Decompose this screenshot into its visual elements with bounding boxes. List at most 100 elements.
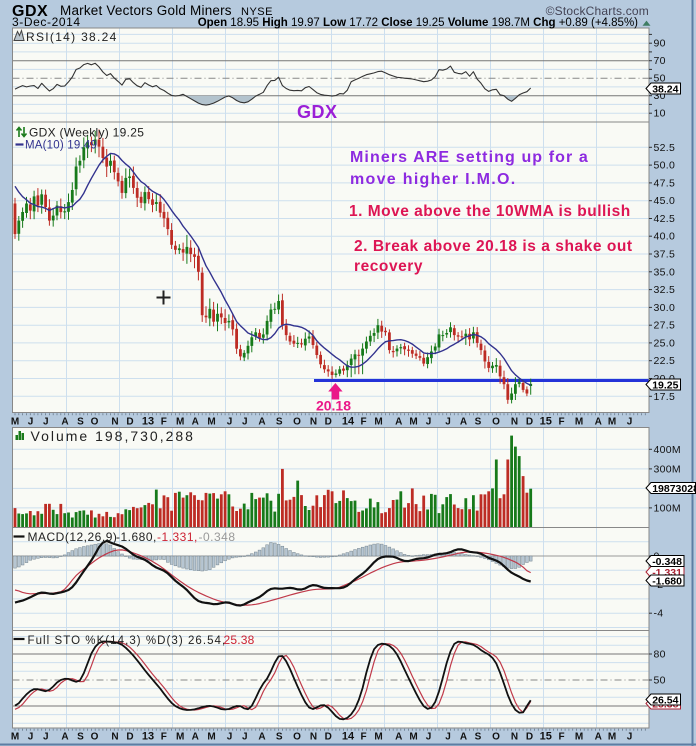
svg-text:300M: 300M — [654, 463, 681, 475]
svg-text:J: J — [242, 732, 248, 743]
svg-text:J: J — [227, 732, 233, 743]
svg-text:25.38: 25.38 — [224, 633, 255, 647]
svg-text:M: M — [608, 417, 616, 428]
svg-text:M: M — [409, 417, 417, 428]
svg-text:D: D — [325, 417, 332, 428]
svg-text:J: J — [445, 417, 451, 428]
svg-text:O: O — [492, 417, 500, 428]
svg-text:F: F — [161, 417, 167, 428]
svg-text:N: N — [310, 732, 317, 743]
svg-text:15: 15 — [540, 731, 552, 743]
svg-text:O: O — [91, 732, 99, 743]
svg-text:MACD(12,26,9): MACD(12,26,9) — [28, 530, 118, 544]
svg-text:M: M — [575, 417, 583, 428]
svg-text:-1.680: -1.680 — [652, 575, 682, 587]
svg-text:M: M — [608, 732, 616, 743]
svg-text:M: M — [575, 732, 583, 743]
svg-text:A: A — [258, 417, 265, 428]
svg-text:A: A — [192, 732, 199, 743]
svg-text:25.0: 25.0 — [654, 337, 676, 349]
svg-text:J: J — [627, 417, 633, 428]
svg-text:37.5: 37.5 — [654, 249, 676, 261]
svg-text:F: F — [558, 732, 564, 743]
svg-text:A: A — [595, 732, 602, 743]
svg-text:M: M — [374, 417, 382, 428]
svg-text:35.0: 35.0 — [654, 266, 676, 278]
svg-text:20.18: 20.18 — [316, 398, 351, 414]
svg-text:38.24: 38.24 — [652, 83, 678, 95]
svg-text:N: N — [511, 417, 518, 428]
svg-text:26.54: 26.54 — [652, 694, 678, 706]
svg-text:30: 30 — [654, 90, 666, 102]
svg-text:A: A — [595, 417, 602, 428]
svg-text:J: J — [28, 417, 34, 428]
svg-text:Volume 198,730,288: Volume 198,730,288 — [31, 428, 195, 444]
svg-text:32.5: 32.5 — [654, 284, 676, 296]
svg-text:D: D — [526, 732, 533, 743]
svg-text:-1.331,: -1.331, — [157, 530, 198, 544]
svg-text:50.0: 50.0 — [654, 160, 676, 172]
svg-text:15: 15 — [540, 416, 552, 428]
svg-text:J: J — [242, 417, 248, 428]
svg-text:198730288: 198730288 — [652, 483, 696, 495]
svg-text:M: M — [11, 732, 19, 743]
svg-text:N: N — [111, 732, 118, 743]
svg-text:M: M — [176, 732, 184, 743]
svg-text:A: A — [61, 417, 68, 428]
svg-text:S: S — [276, 417, 283, 428]
svg-text:GDX: GDX — [297, 102, 338, 122]
svg-text:F: F — [360, 417, 366, 428]
svg-text:52.5: 52.5 — [654, 142, 676, 154]
svg-text:J: J — [28, 732, 34, 743]
svg-text:O: O — [293, 417, 301, 428]
svg-text:M: M — [176, 417, 184, 428]
svg-text:recovery: recovery — [354, 258, 423, 275]
svg-text:47.5: 47.5 — [654, 177, 676, 189]
svg-text:S: S — [77, 732, 84, 743]
svg-text:400M: 400M — [654, 444, 681, 456]
svg-text:S: S — [475, 417, 482, 428]
svg-text:13: 13 — [142, 731, 154, 743]
svg-text:50: 50 — [654, 73, 666, 85]
svg-text:90: 90 — [654, 38, 666, 50]
svg-text:14: 14 — [342, 416, 355, 428]
svg-text:move higher I.M.O.: move higher I.M.O. — [350, 171, 517, 188]
svg-text:-0.348: -0.348 — [652, 556, 682, 568]
svg-text:F: F — [161, 732, 167, 743]
svg-text:O: O — [492, 732, 500, 743]
svg-text:J: J — [426, 732, 432, 743]
svg-text:©StockCharts.com: ©StockCharts.com — [546, 4, 649, 18]
svg-text:S: S — [77, 417, 84, 428]
svg-text:22.5: 22.5 — [654, 355, 676, 367]
svg-text:M: M — [207, 732, 215, 743]
svg-text:42.5: 42.5 — [654, 213, 676, 225]
svg-text:2. Break above 20.18 is a shak: 2. Break above 20.18 is a shake out — [354, 238, 633, 255]
svg-text:J: J — [43, 417, 49, 428]
svg-text:10: 10 — [654, 108, 666, 120]
svg-text:S: S — [276, 732, 283, 743]
svg-text:30.0: 30.0 — [654, 302, 676, 314]
svg-text:Market Vectors Gold Miners: Market Vectors Gold Miners — [60, 3, 232, 18]
svg-text:F: F — [360, 732, 366, 743]
svg-text:A: A — [395, 732, 402, 743]
svg-text:D: D — [126, 417, 133, 428]
svg-text:19.25: 19.25 — [652, 379, 678, 391]
svg-text:N: N — [111, 417, 118, 428]
svg-text:N: N — [511, 732, 518, 743]
svg-text:14: 14 — [342, 731, 355, 743]
svg-text:N: N — [310, 417, 317, 428]
svg-text:D: D — [526, 417, 533, 428]
svg-text:Miners ARE setting up for a: Miners ARE setting up for a — [350, 149, 589, 166]
svg-text:GDX (Weekly) 19.25: GDX (Weekly) 19.25 — [29, 126, 144, 140]
svg-text:NYSE: NYSE — [241, 6, 273, 18]
svg-text:J: J — [43, 732, 49, 743]
svg-text:-1.680,: -1.680, — [116, 530, 157, 544]
svg-text:J: J — [445, 732, 451, 743]
svg-text:80: 80 — [654, 649, 666, 661]
svg-text:D: D — [325, 732, 332, 743]
svg-text:A: A — [258, 732, 265, 743]
svg-text:27.5: 27.5 — [654, 320, 676, 332]
svg-text:Full STO %K(14,3) %D(3) 26.54,: Full STO %K(14,3) %D(3) 26.54, — [28, 635, 227, 647]
svg-text:50: 50 — [654, 675, 666, 687]
svg-text:F: F — [558, 417, 564, 428]
